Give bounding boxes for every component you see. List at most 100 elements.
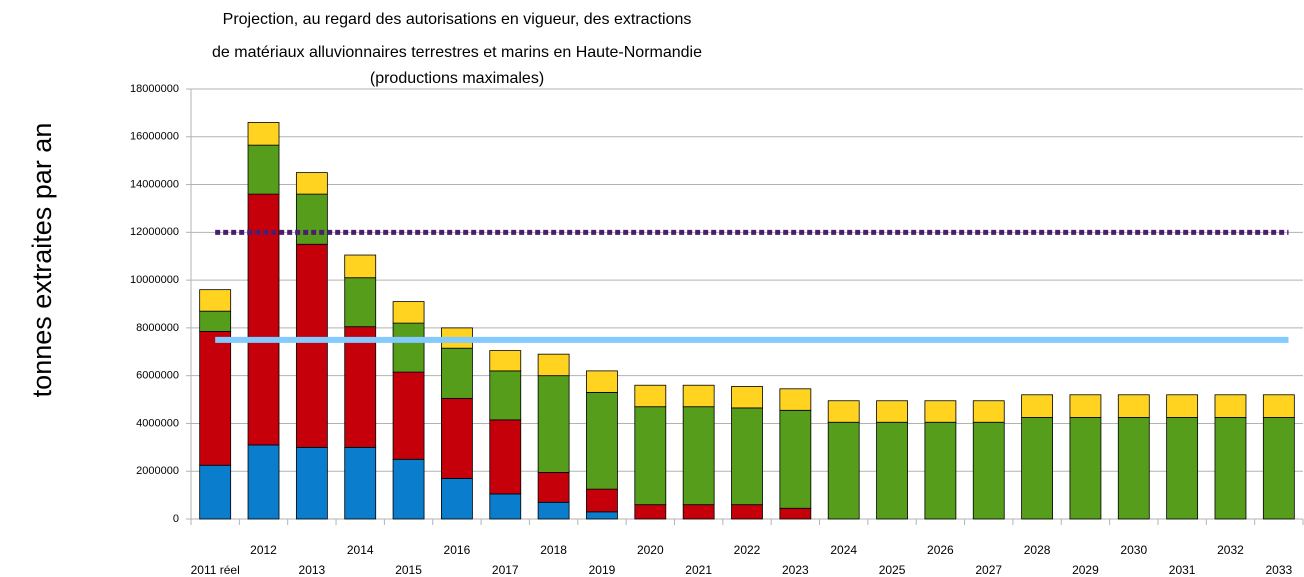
x-tick-label: 2025 bbox=[879, 563, 906, 577]
bar-segment bbox=[682, 504, 715, 520]
bar-segment bbox=[537, 375, 570, 473]
bar-segment bbox=[537, 501, 570, 520]
chart-title: Projection, au regard des autorisations … bbox=[223, 11, 692, 28]
bar-segment bbox=[199, 289, 232, 312]
bar-segment bbox=[537, 353, 570, 377]
bar-segment bbox=[876, 421, 908, 520]
x-tick-label: 2030 bbox=[1120, 543, 1147, 557]
x-tick-label: 2020 bbox=[637, 543, 664, 557]
bar-segment bbox=[199, 464, 232, 520]
x-tick-label: 2027 bbox=[975, 563, 1002, 577]
x-tick-label: 2019 bbox=[589, 563, 616, 577]
bar-segment bbox=[1166, 417, 1199, 520]
bar-segment bbox=[876, 400, 908, 423]
bar-segment bbox=[1021, 417, 1053, 520]
bar-segment bbox=[1021, 394, 1053, 418]
bar-segment bbox=[295, 172, 328, 195]
bar-segment bbox=[247, 193, 280, 446]
bar-segment bbox=[1117, 417, 1150, 520]
bar-segment bbox=[779, 507, 812, 520]
bar-segment bbox=[972, 400, 1005, 423]
bar-segment bbox=[1069, 394, 1102, 418]
bar-segment bbox=[1069, 417, 1102, 520]
y-tick-label: 4000000 bbox=[136, 417, 179, 429]
y-tick-label: 6000000 bbox=[136, 370, 179, 382]
y-axis-label: tonnes extraites par an bbox=[27, 123, 57, 398]
x-tick-label: 2023 bbox=[782, 563, 809, 577]
bar-segment bbox=[634, 406, 667, 506]
x-tick-label: 2014 bbox=[347, 543, 374, 557]
x-tick-label: 2033 bbox=[1265, 563, 1292, 577]
chart-title: de matériaux alluvionnaires terrestres e… bbox=[212, 44, 702, 61]
bar-segment bbox=[344, 277, 377, 328]
y-tick-label: 8000000 bbox=[136, 322, 179, 334]
bar-segment bbox=[489, 493, 522, 520]
x-tick-label: 2018 bbox=[540, 543, 567, 557]
bar-segment bbox=[827, 421, 860, 520]
bar-segment bbox=[586, 511, 618, 520]
bar-segment bbox=[1262, 394, 1295, 418]
bar-segment bbox=[441, 397, 473, 479]
bar-segment bbox=[779, 388, 812, 411]
bar-segment bbox=[199, 310, 232, 332]
bar-segment bbox=[295, 446, 328, 520]
x-tick-label: 2026 bbox=[927, 543, 954, 557]
bar-segment bbox=[682, 406, 715, 506]
x-tick-label: 2028 bbox=[1024, 543, 1051, 557]
x-tick-label: 2029 bbox=[1072, 563, 1099, 577]
bar-segment bbox=[247, 144, 280, 195]
x-tick-label: 2021 bbox=[685, 563, 712, 577]
x-tick-label: 2024 bbox=[830, 543, 857, 557]
x-tick-label: 2011 réel bbox=[191, 563, 240, 577]
bar-segment bbox=[586, 488, 618, 513]
bar-segment bbox=[295, 193, 328, 245]
bar-segment bbox=[972, 421, 1005, 520]
bar-segment bbox=[247, 122, 280, 146]
x-tick-label: 2015 bbox=[395, 563, 422, 577]
y-tick-label: 10000000 bbox=[130, 274, 179, 286]
x-tick-label: 2031 bbox=[1169, 563, 1196, 577]
bar-segment bbox=[731, 386, 763, 409]
bar-segment bbox=[1262, 417, 1295, 520]
bar-segment bbox=[344, 254, 377, 279]
bar-segment bbox=[586, 370, 618, 393]
x-tick-label: 2022 bbox=[734, 543, 761, 557]
y-tick-label: 0 bbox=[173, 513, 179, 525]
bar-segment bbox=[441, 477, 473, 520]
bar-segment bbox=[344, 446, 377, 520]
bar-segment bbox=[1214, 417, 1247, 520]
y-tick-label: 12000000 bbox=[130, 226, 179, 238]
bar-segment bbox=[392, 371, 425, 460]
x-tick-label: 2013 bbox=[299, 563, 326, 577]
bar-segment bbox=[489, 350, 522, 372]
bar-segment bbox=[344, 326, 377, 448]
bar-segment bbox=[537, 472, 570, 503]
x-tick-label: 2016 bbox=[444, 543, 471, 557]
bar-segment bbox=[441, 347, 473, 399]
bar-segment bbox=[634, 384, 667, 408]
bar-segment bbox=[731, 407, 763, 506]
bar-segment bbox=[392, 301, 425, 324]
y-tick-label: 2000000 bbox=[136, 465, 179, 477]
bar-segment bbox=[1166, 394, 1199, 418]
x-tick-label: 2012 bbox=[250, 543, 277, 557]
bar-segment bbox=[827, 400, 860, 423]
x-tick-label: 2017 bbox=[492, 563, 519, 577]
y-tick-label: 14000000 bbox=[130, 178, 179, 190]
bar-segment bbox=[731, 504, 763, 520]
bar-segment bbox=[586, 391, 618, 490]
chart-title: (productions maximales) bbox=[370, 70, 544, 87]
bar-segment bbox=[489, 419, 522, 495]
bar-segment bbox=[924, 421, 957, 520]
y-tick-label: 18000000 bbox=[130, 83, 179, 95]
bar-segment bbox=[634, 504, 667, 520]
bar-segment bbox=[779, 409, 812, 509]
bar-segment bbox=[1117, 394, 1150, 418]
y-tick-label: 16000000 bbox=[130, 131, 179, 143]
bar-segment bbox=[682, 384, 715, 408]
bar-segment bbox=[1214, 394, 1247, 418]
x-tick-label: 2032 bbox=[1217, 543, 1244, 557]
bar-segment bbox=[199, 331, 232, 466]
bar-segment bbox=[247, 444, 280, 520]
